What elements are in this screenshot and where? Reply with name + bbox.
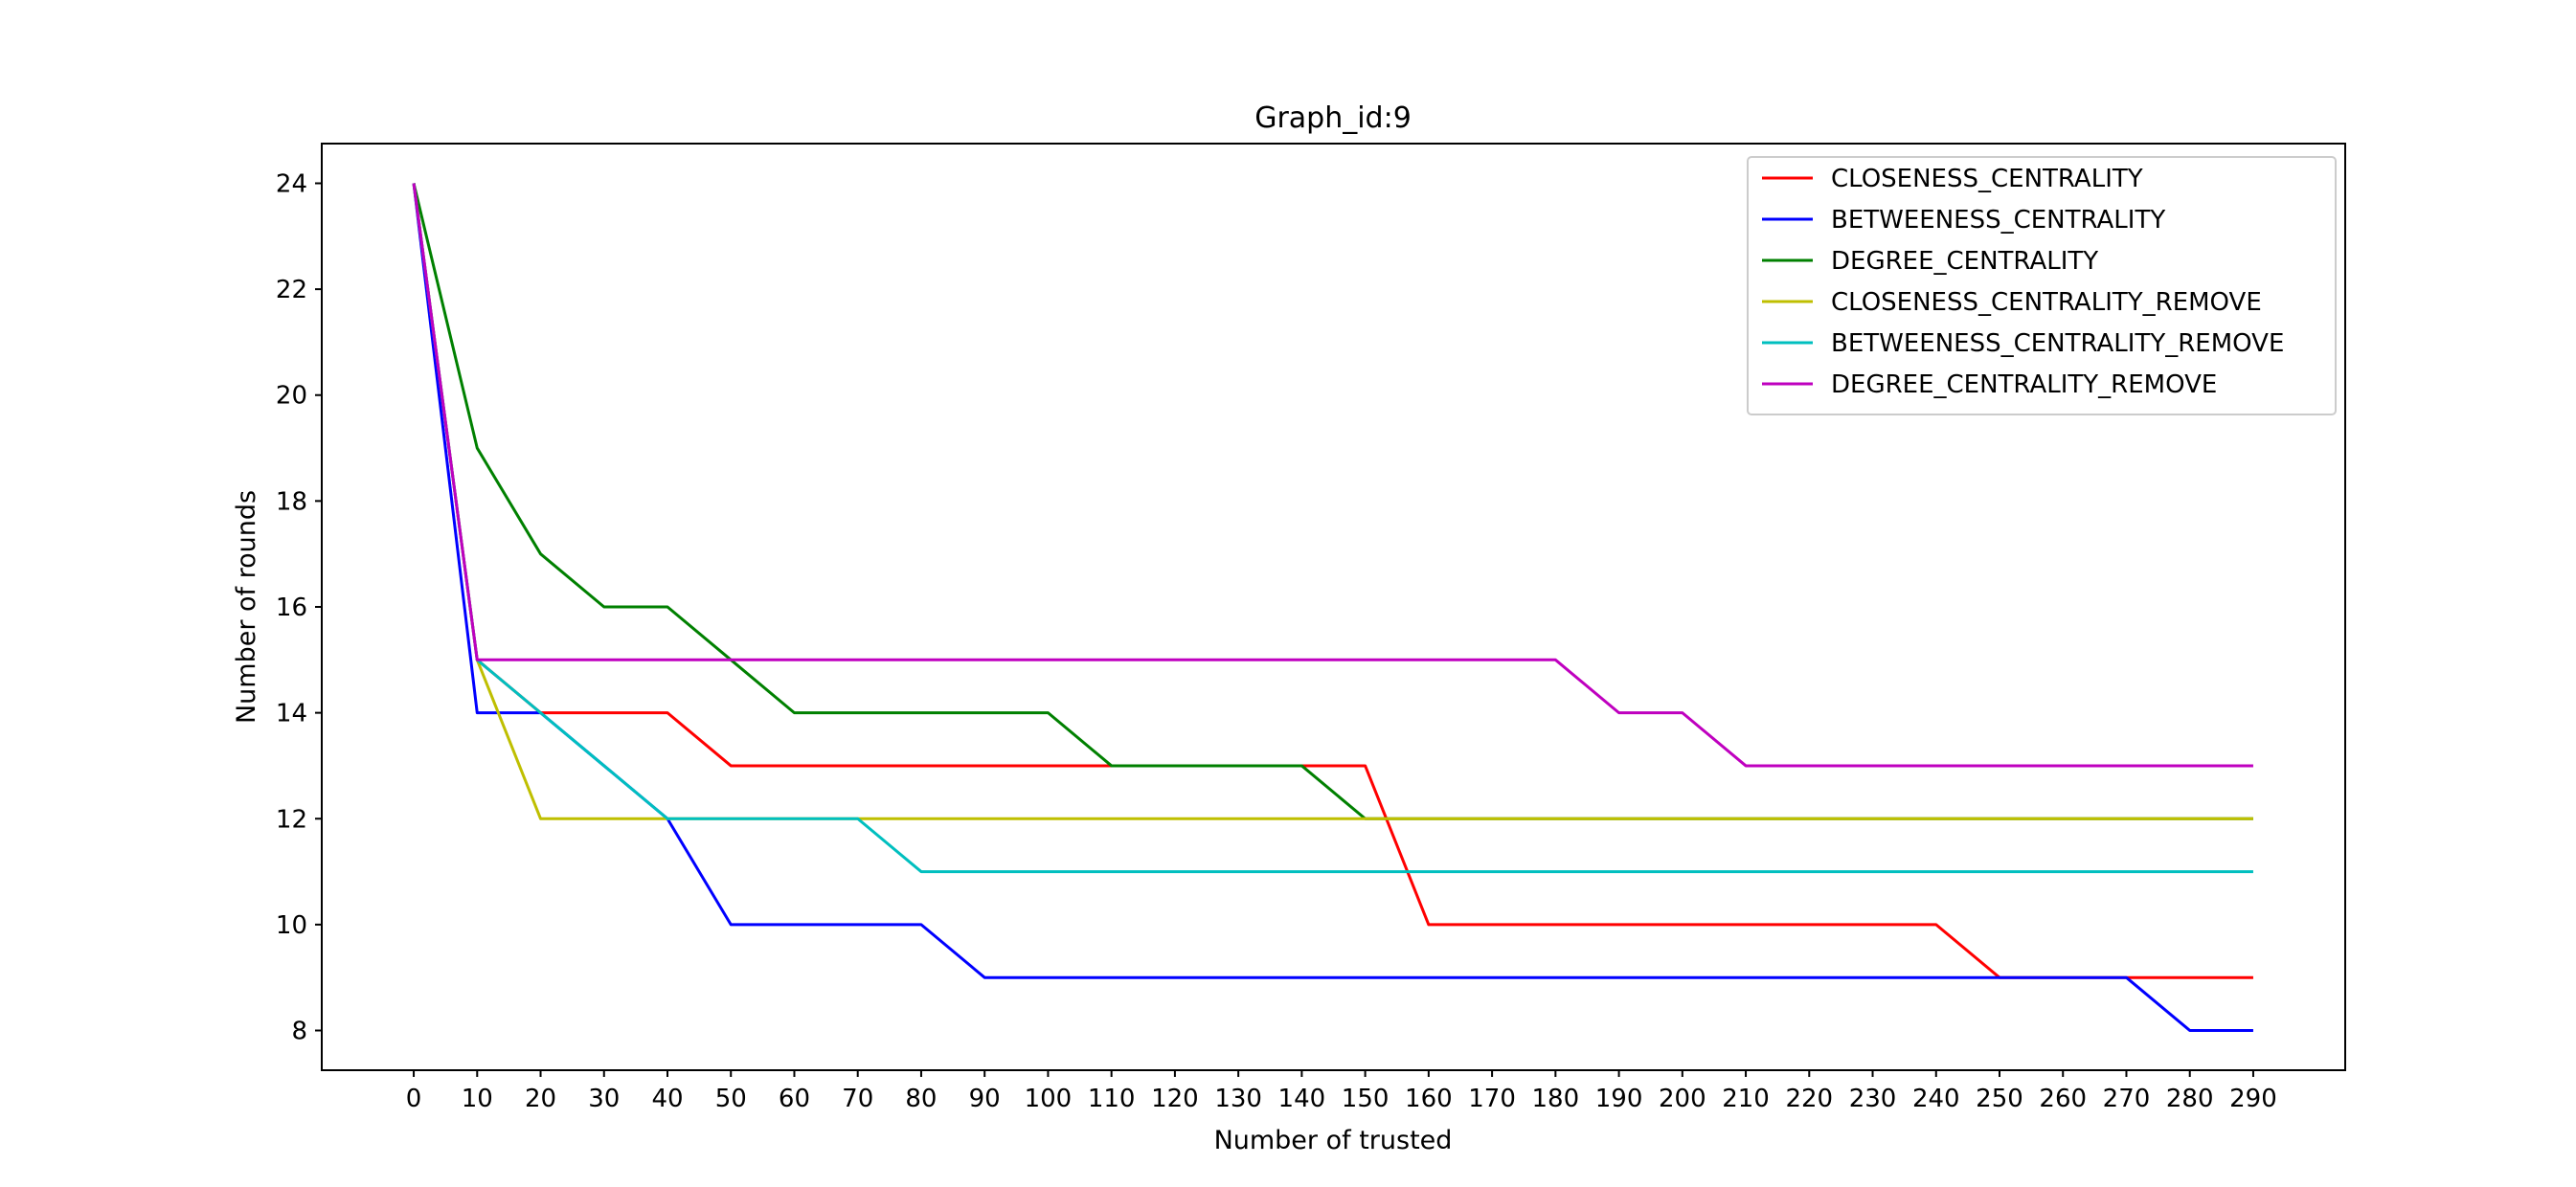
y-tick-label: 14	[276, 700, 307, 728]
x-tick-label: 240	[1912, 1085, 1960, 1113]
x-axis-label: Number of trusted	[1214, 1126, 1453, 1155]
legend-label: CLOSENESS_CENTRALITY_REMOVE	[1831, 288, 2262, 317]
y-tick-label: 12	[276, 805, 307, 834]
x-tick-label: 170	[1468, 1085, 1516, 1113]
x-tick-label: 140	[1278, 1085, 1326, 1113]
series-line-closeness-centrality	[412, 183, 2253, 979]
x-tick-label: 90	[969, 1085, 1001, 1113]
legend-label: CLOSENESS_CENTRALITY	[1831, 165, 2143, 193]
y-tick-label: 8	[291, 1018, 307, 1046]
x-tick-label: 150	[1342, 1085, 1390, 1113]
x-tick-label: 190	[1595, 1085, 1643, 1113]
legend-label: DEGREE_CENTRALITY_REMOVE	[1831, 370, 2217, 399]
x-tick-label: 280	[2166, 1085, 2214, 1113]
x-tick-label: 160	[1405, 1085, 1453, 1113]
y-tick-label: 24	[276, 169, 307, 198]
legend: CLOSENESS_CENTRALITY BETWEENESS_CENTRALIT…	[1747, 156, 2337, 415]
x-tick-label: 210	[1722, 1085, 1770, 1113]
series-line-degree-centrality-remove	[412, 183, 2253, 768]
y-axis-ticks: 8 10 12 14 16 18 20 22 24	[276, 169, 322, 1046]
y-tick-label: 10	[276, 911, 307, 940]
legend-box	[1747, 156, 2337, 415]
x-tick-label: 80	[905, 1085, 937, 1113]
x-tick-label: 230	[1849, 1085, 1897, 1113]
x-tick-label: 180	[1532, 1085, 1580, 1113]
x-tick-label: 220	[1785, 1085, 1833, 1113]
x-tick-label: 100	[1025, 1085, 1073, 1113]
x-tick-label: 270	[2103, 1085, 2151, 1113]
series-layer	[412, 183, 2253, 1033]
y-tick-label: 20	[276, 382, 307, 411]
x-tick-label: 30	[588, 1085, 620, 1113]
legend-label: DEGREE_CENTRALITY	[1831, 247, 2098, 276]
series-line-betweeness-centrality	[412, 183, 2253, 1033]
x-axis-ticks: 0 10 20 30 40 50 60 70 80 90 100 110 120 130 140 150 160…	[406, 1070, 2277, 1113]
x-tick-label: 110	[1088, 1085, 1136, 1113]
x-tick-label: 20	[525, 1085, 556, 1113]
x-tick-label: 250	[1976, 1085, 2023, 1113]
x-tick-label: 70	[842, 1085, 873, 1113]
series-line-betweeness-centrality-remove	[412, 183, 2253, 874]
x-tick-label: 10	[462, 1085, 493, 1113]
y-axis-label: Number of rounds	[232, 490, 261, 724]
x-tick-label: 200	[1659, 1085, 1706, 1113]
legend-label: BETWEENESS_CENTRALITY	[1831, 206, 2165, 235]
x-tick-label: 40	[651, 1085, 683, 1113]
x-tick-label: 290	[2229, 1085, 2277, 1113]
x-tick-label: 50	[715, 1085, 747, 1113]
x-tick-label: 60	[779, 1085, 810, 1113]
y-tick-label: 18	[276, 487, 307, 516]
x-tick-label: 120	[1151, 1085, 1199, 1113]
x-tick-label: 0	[406, 1085, 422, 1113]
chart-title: Graph_id:9	[1254, 101, 1412, 135]
x-tick-label: 130	[1214, 1085, 1262, 1113]
x-tick-label: 260	[2039, 1085, 2087, 1113]
y-tick-label: 22	[276, 276, 307, 304]
legend-label: BETWEENESS_CENTRALITY_REMOVE	[1831, 329, 2284, 358]
y-tick-label: 16	[276, 594, 307, 622]
